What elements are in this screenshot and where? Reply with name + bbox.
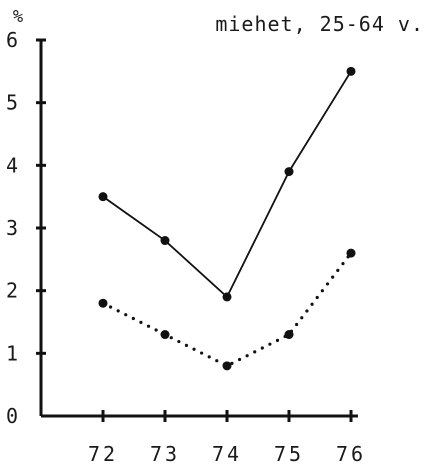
y-tick-label: 0 [6,404,18,428]
data-point [160,330,170,340]
y-tick-label: 6 [6,28,18,52]
y-axis-unit-label: % [13,7,23,27]
solid-series-line [102,70,352,299]
x-axis: 72 73 74 75 76 [41,410,366,466]
data-point [222,361,232,371]
data-point [98,298,108,308]
data-point [222,292,232,302]
x-tick-label: 73 [150,442,180,466]
x-tick-label: 75 [274,442,304,466]
series-layer [98,66,356,371]
data-point [284,167,294,177]
y-axis: 0 1 2 3 4 5 6 [6,28,46,428]
data-point [284,330,294,340]
y-tick-label: 4 [6,153,18,177]
x-tick-label: 74 [212,442,242,466]
y-tick-label: 3 [6,216,18,240]
chart-title: miehet, 25-64 v. [215,12,424,36]
x-tick-label: 76 [336,442,366,466]
y-tick-label: 5 [6,91,18,115]
y-tick-label: 2 [6,279,18,303]
data-point [98,192,108,202]
y-tick-label: 1 [6,341,18,365]
data-point [346,66,356,76]
data-point [346,248,356,258]
data-point [160,236,170,246]
x-tick-label: 72 [88,442,118,466]
dotted-series-line [101,251,353,368]
